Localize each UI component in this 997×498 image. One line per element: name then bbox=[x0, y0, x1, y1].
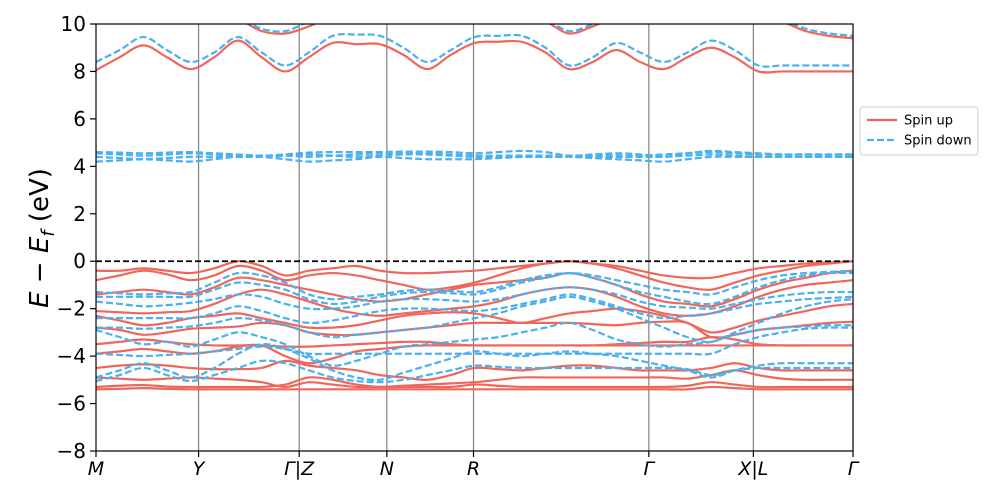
spin-up-band-5 bbox=[96, 335, 853, 348]
spin-down-band-12 bbox=[96, 149, 853, 158]
plot-frame bbox=[95, 23, 854, 452]
spin-down-band-4 bbox=[96, 295, 853, 344]
spin-up-band-3 bbox=[96, 359, 853, 381]
spin-down-band-2 bbox=[96, 326, 853, 358]
x-axis-ticks: M Y Γ|Z N R Γ X|L Γ bbox=[88, 451, 860, 480]
spin-down-band-10 bbox=[96, 153, 853, 161]
spin-down-band-1 bbox=[96, 343, 853, 382]
y-tick-label: −2 bbox=[57, 297, 86, 321]
spin-down-band-9 bbox=[96, 155, 853, 163]
spin-up-band-4 bbox=[96, 343, 853, 365]
y-tick-label: −8 bbox=[57, 439, 86, 463]
x-tick-label: Γ bbox=[644, 458, 656, 480]
bands-layer bbox=[96, 24, 853, 391]
y-tick-label: 2 bbox=[73, 202, 86, 226]
spin-up-band-11 bbox=[96, 260, 853, 280]
y-axis-label: E − Ef (eV) bbox=[25, 168, 59, 308]
y-tick-label: 6 bbox=[73, 107, 86, 131]
y-tick-label: 10 bbox=[61, 12, 86, 36]
spin-up-band-1 bbox=[96, 376, 853, 389]
x-tick-label: X|L bbox=[737, 458, 768, 480]
y-tick-label: −4 bbox=[57, 344, 86, 368]
spin-down-band-5 bbox=[96, 293, 853, 325]
x-tick-label: Γ|Z bbox=[284, 458, 315, 480]
spin-down-band-8 bbox=[96, 269, 853, 301]
y-tick-label: 0 bbox=[73, 249, 86, 273]
spin-down-band-6 bbox=[96, 286, 853, 311]
spin-down-band-13 bbox=[96, 33, 853, 68]
y-tick-label: −6 bbox=[57, 392, 86, 416]
y-tick-label: 4 bbox=[73, 154, 86, 178]
y-axis-ticks: −8 −6 −4 −2 0 2 4 6 8 10 bbox=[57, 12, 96, 463]
spin-up-band-8 bbox=[96, 279, 853, 317]
spin-down-band-14 bbox=[249, 24, 853, 37]
x-tick-label: Γ bbox=[848, 458, 860, 480]
spin-up-band-13 bbox=[245, 24, 853, 40]
spin-down-band-0 bbox=[96, 359, 853, 384]
spin-down-band-3 bbox=[96, 321, 853, 367]
spin-down-band-7 bbox=[96, 271, 853, 306]
spin-up-band-9 bbox=[96, 269, 853, 308]
x-tick-label: N bbox=[380, 458, 394, 480]
x-tick-label: R bbox=[467, 458, 480, 480]
x-tick-label: M bbox=[88, 458, 104, 480]
legend-label-spin-down: Spin down bbox=[904, 134, 972, 149]
legend-label-spin-up: Spin up bbox=[904, 114, 953, 129]
spin-up-band-10 bbox=[96, 260, 853, 291]
spin-down-band-11 bbox=[96, 151, 853, 158]
x-tick-label: Y bbox=[193, 458, 206, 480]
legend: Spin up Spin down bbox=[859, 106, 979, 156]
spin-up-band-7 bbox=[96, 302, 853, 334]
y-tick-label: 8 bbox=[73, 59, 86, 83]
spin-up-band-12 bbox=[96, 39, 853, 74]
spin-up-band-0 bbox=[96, 385, 853, 391]
